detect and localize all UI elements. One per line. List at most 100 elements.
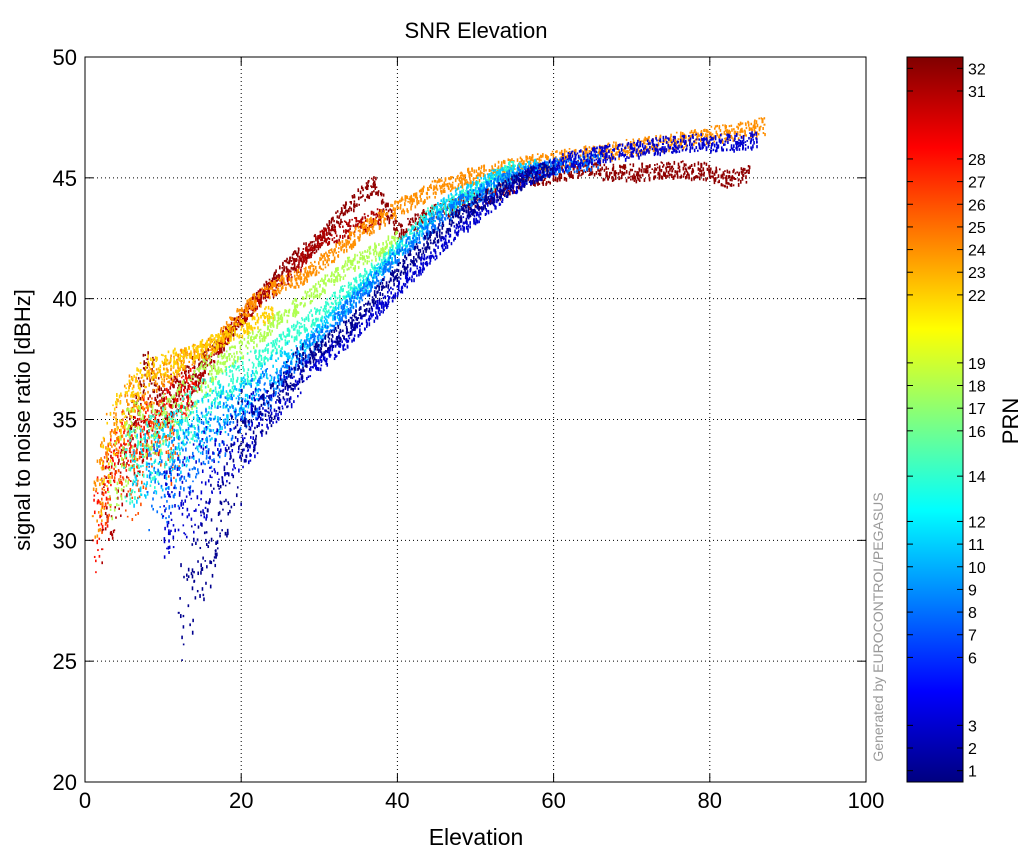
scatter-sample [146,362,149,367]
scatter-sample [434,196,436,199]
scatter-sample [517,162,520,167]
scatter-sample [145,385,147,389]
scatter-sample [156,401,158,405]
scatter-sample [265,284,268,287]
scatter-sample [169,375,171,377]
scatter-sample [333,237,336,239]
scatter-sample [272,290,275,293]
scatter-sample [219,342,221,346]
scatter-sample [240,351,243,355]
scatter-sample [370,185,372,187]
scatter-sample [593,173,596,177]
scatter-sample [632,163,635,168]
scatter-sample [522,178,525,181]
scatter-sample [337,251,340,253]
scatter-sample [96,519,98,523]
scatter-sample [328,220,331,224]
scatter-sample [440,192,443,195]
scatter-sample [686,172,689,176]
scatter-sample [241,317,244,320]
scatter-sample [234,328,237,331]
scatter-sample [139,387,141,391]
scatter-sample [137,479,139,482]
scatter-sample [312,269,315,274]
scatter-sample [288,275,290,278]
scatter-sample [115,431,118,434]
scatter-sample [169,455,172,459]
scatter-sample [95,559,97,563]
scatter-sample [744,130,746,134]
scatter-sample [138,451,141,455]
scatter-sample [736,125,738,128]
scatter-sample [543,178,546,181]
scatter-sample [154,416,156,420]
scatter-sample [424,200,426,203]
scatter-sample [239,312,242,315]
scatter-sample [643,141,645,144]
scatter-sample [273,293,275,297]
scatter-sample [136,406,139,410]
scatter-sample [149,419,152,423]
scatter-sample [113,462,116,467]
scatter-sample [623,166,626,170]
scatter-sample [445,183,448,186]
scatter-sample [361,224,364,229]
scatter-sample [394,209,396,212]
scatter-sample [415,195,418,199]
scatter-sample [193,359,196,361]
scatter-sample [645,165,648,168]
scatter-sample [180,355,182,358]
scatter-sample [292,312,294,317]
scatter-sample [148,421,150,426]
scatter-sample [389,208,391,211]
scatter-sample [265,290,268,293]
scatter-sample [304,270,307,273]
scatter-sample [236,317,239,320]
scatter-sample [132,384,135,389]
scatter-sample [560,149,563,154]
scatter-sample [266,318,269,322]
scatter-sample [115,470,118,474]
data-point [708,169,711,172]
scatter-sample [180,402,183,405]
scatter-sample [529,156,531,160]
scatter-sample [163,385,165,388]
scatter-sample [270,280,273,285]
scatter-sample [172,383,174,388]
scatter-sample [671,165,674,169]
scatter-sample [326,223,328,226]
scatter-sample [630,175,632,178]
scatter-sample [156,409,159,412]
scatter-sample [634,175,636,180]
scatter-sample [584,155,587,159]
scatter-sample [94,482,97,486]
scatter-sample [156,394,159,399]
scatter-sample [139,410,142,414]
scatter-sample [125,421,128,426]
scatter-sample [343,248,346,252]
scatter-sample [186,412,188,415]
scatter-sample [705,178,707,182]
scatter-sample [309,247,312,252]
scatter-sample [159,369,162,373]
scatter-sample [251,316,254,321]
scatter-sample [191,355,194,360]
scatter-sample [180,376,183,379]
scatter-sample [207,386,210,388]
scatter-sample [112,404,114,407]
scatter-sample [180,404,182,409]
scatter-sample [693,162,696,167]
scatter-sample [676,171,679,176]
scatter-sample [226,356,229,360]
scatter-sample [127,480,129,485]
scatter-sample [201,354,204,359]
scatter-sample [285,259,287,263]
scatter-sample [305,261,307,265]
scatter-sample [713,173,716,176]
scatter-sample [388,217,391,222]
scatter-sample [297,250,300,254]
scatter-sample [169,452,172,455]
scatter-sample [253,298,256,302]
scatter-sample [315,245,317,249]
scatter-sample [380,213,383,216]
